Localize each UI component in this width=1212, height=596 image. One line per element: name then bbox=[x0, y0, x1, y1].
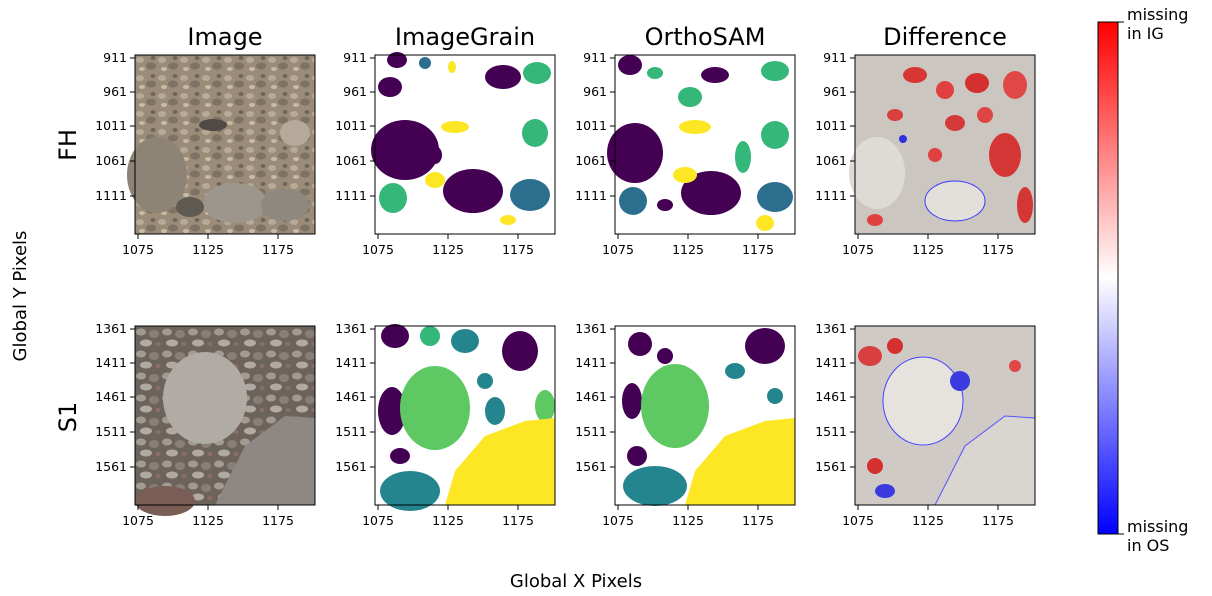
y-tick-label: 1461 bbox=[575, 389, 607, 404]
y-tick-label: 1411 bbox=[335, 355, 367, 370]
x-tick-label: 1125 bbox=[912, 242, 944, 257]
y-tick-label: 911 bbox=[823, 50, 847, 65]
x-tick-label: 1075 bbox=[122, 513, 154, 528]
y-tick-label: 1361 bbox=[95, 321, 127, 336]
x-tick-label: 1125 bbox=[672, 513, 704, 528]
x-tick-label: 1175 bbox=[982, 513, 1014, 528]
y-tick-label: 1361 bbox=[575, 321, 607, 336]
column-title-difference: Difference bbox=[883, 23, 1007, 51]
y-tick-label: 1561 bbox=[575, 459, 607, 474]
y-tick-label: 1361 bbox=[335, 321, 367, 336]
x-tick-label: 1075 bbox=[842, 242, 874, 257]
y-tick-label: 1111 bbox=[95, 188, 127, 203]
y-tick-label: 1561 bbox=[815, 459, 847, 474]
y-tick-label: 1061 bbox=[575, 153, 607, 168]
y-tick-label: 1011 bbox=[95, 118, 127, 133]
panel-s1-difference bbox=[854, 325, 1036, 506]
x-tick-label: 1125 bbox=[192, 513, 224, 528]
x-tick-label: 1075 bbox=[362, 242, 394, 257]
x-tick-label: 1125 bbox=[432, 513, 464, 528]
panel-s1-image bbox=[134, 325, 316, 516]
y-tick-label: 1061 bbox=[815, 153, 847, 168]
x-tick-label: 1075 bbox=[362, 513, 394, 528]
y-tick-label: 1561 bbox=[335, 459, 367, 474]
x-tick-label: 1075 bbox=[602, 242, 634, 257]
y-tick-label: 1061 bbox=[95, 153, 127, 168]
x-tick-label: 1175 bbox=[262, 513, 294, 528]
x-tick-label: 1125 bbox=[432, 242, 464, 257]
panel-fh-imagegrain bbox=[371, 52, 556, 235]
y-tick-label: 1511 bbox=[815, 424, 847, 439]
axis-ticks: 1075 1125 1175 911 961 1011 1061 1111 1075 1125 11… bbox=[95, 50, 1014, 528]
row-label-fh: FH bbox=[54, 129, 82, 161]
y-tick-label: 961 bbox=[823, 84, 847, 99]
y-tick-label: 961 bbox=[103, 84, 127, 99]
y-tick-label: 1511 bbox=[575, 424, 607, 439]
x-tick-label: 1175 bbox=[262, 242, 294, 257]
colorbar: missing in IG missing in OS bbox=[1097, 5, 1194, 555]
y-tick-label: 1011 bbox=[815, 118, 847, 133]
y-tick-label: 1461 bbox=[335, 389, 367, 404]
panel-s1-imagegrain bbox=[374, 324, 556, 511]
y-tick-label: 1361 bbox=[815, 321, 847, 336]
colorbar-top-label: missing in IG bbox=[1127, 5, 1194, 43]
x-tick-label: 1075 bbox=[842, 513, 874, 528]
row-label-s1: S1 bbox=[54, 402, 82, 433]
y-tick-label: 1511 bbox=[95, 424, 127, 439]
x-tick-label: 1175 bbox=[502, 242, 534, 257]
y-tick-label: 1461 bbox=[815, 389, 847, 404]
y-tick-label: 1011 bbox=[575, 118, 607, 133]
y-tick-label: 1511 bbox=[335, 424, 367, 439]
x-tick-label: 1125 bbox=[912, 513, 944, 528]
x-tick-label: 1125 bbox=[672, 242, 704, 257]
x-tick-label: 1175 bbox=[742, 242, 774, 257]
column-title-orthosam: OrthoSAM bbox=[645, 23, 766, 51]
x-tick-label: 1125 bbox=[192, 242, 224, 257]
x-tick-label: 1075 bbox=[602, 513, 634, 528]
panel-fh-orthosam bbox=[607, 54, 796, 235]
x-tick-label: 1175 bbox=[982, 242, 1014, 257]
y-tick-label: 1461 bbox=[95, 389, 127, 404]
colorbar-gradient bbox=[1097, 21, 1119, 535]
y-tick-label: 911 bbox=[343, 50, 367, 65]
panel-fh-image bbox=[127, 54, 316, 235]
y-tick-label: 1111 bbox=[335, 188, 367, 203]
x-tick-label: 1075 bbox=[122, 242, 154, 257]
x-tick-label: 1175 bbox=[742, 513, 774, 528]
y-tick-label: 1561 bbox=[95, 459, 127, 474]
y-tick-label: 1111 bbox=[815, 188, 847, 203]
y-tick-label: 911 bbox=[103, 50, 127, 65]
y-tick-label: 961 bbox=[343, 84, 367, 99]
x-tick-label: 1175 bbox=[502, 513, 534, 528]
y-axis-label: Global Y Pixels bbox=[10, 231, 31, 362]
y-tick-label: 961 bbox=[583, 84, 607, 99]
column-title-imagegrain: ImageGrain bbox=[395, 23, 535, 51]
x-axis-label: Global X Pixels bbox=[510, 571, 642, 592]
y-tick-label: 1061 bbox=[335, 153, 367, 168]
y-tick-label: 1111 bbox=[575, 188, 607, 203]
y-tick-label: 1011 bbox=[335, 118, 367, 133]
y-tick-label: 1411 bbox=[815, 355, 847, 370]
panel-s1-orthosam bbox=[614, 325, 796, 506]
panel-fh-difference bbox=[849, 54, 1036, 235]
column-title-image: Image bbox=[187, 23, 262, 51]
y-tick-label: 1411 bbox=[575, 355, 607, 370]
y-tick-label: 1411 bbox=[95, 355, 127, 370]
y-tick-label: 911 bbox=[583, 50, 607, 65]
colorbar-bottom-label: missing in OS bbox=[1127, 517, 1194, 555]
